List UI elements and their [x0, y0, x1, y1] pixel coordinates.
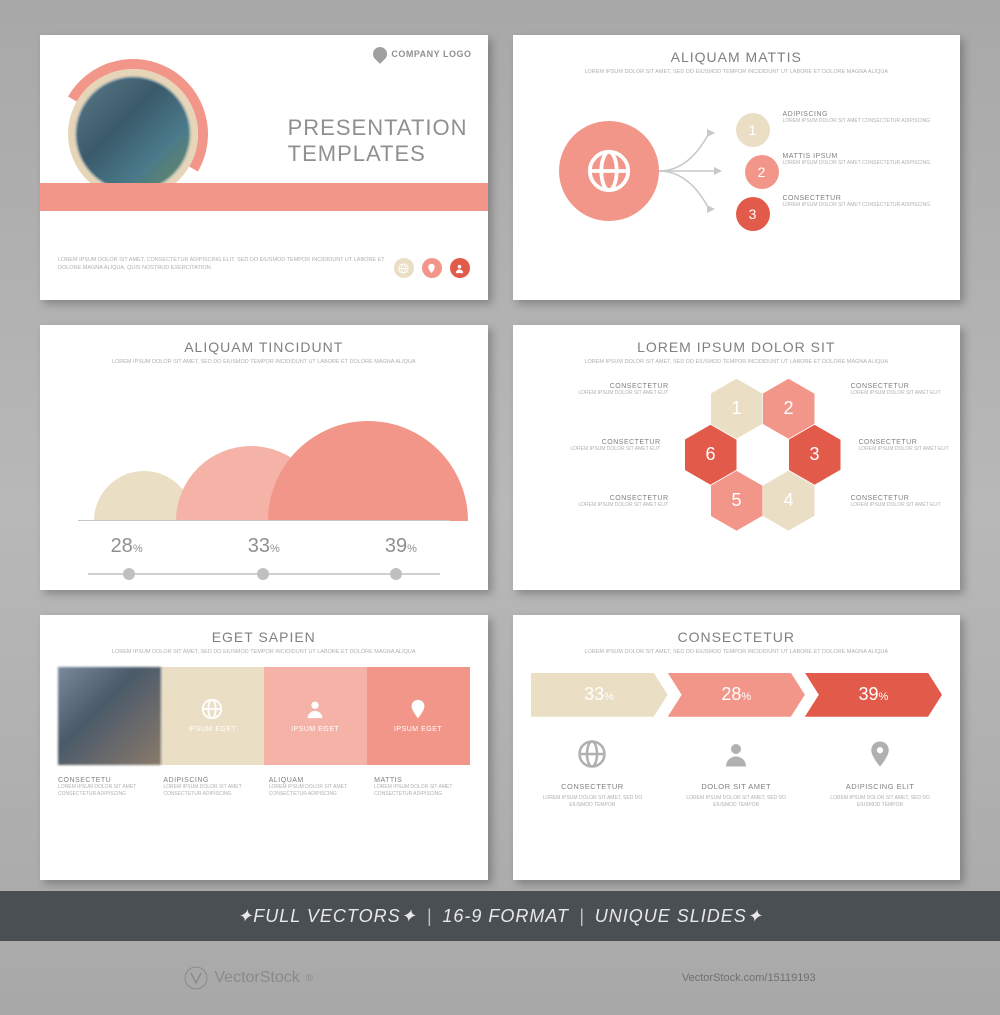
col-3: ALIQUAMLOREM IPSUM DOLOR SIT AMET CONSEC…	[269, 777, 364, 798]
slide-title-text: ALIQUAM MATTIS	[531, 49, 943, 65]
step-1-circle: 1	[736, 113, 770, 147]
footer-a: FULL VECTORS	[253, 906, 400, 927]
globe-icon	[394, 258, 414, 278]
step-2-text: MATTIS IPSUM LOREM IPSUM DOLOR SIT AMET …	[783, 153, 933, 167]
slide-title-text: EGET SAPIEN	[58, 629, 470, 645]
footer-c: UNIQUE SLIDES	[595, 906, 747, 927]
slide-tincidunt: ALIQUAM TINCIDUNT LOREM IPSUM DOLOR SIT …	[40, 325, 488, 590]
arrow-2: 28%	[668, 673, 805, 717]
presentation-title: PRESENTATION TEMPLATES	[288, 115, 468, 167]
hex-label-2: CONSECTETURLOREM IPSUM DOLOR SIT AMET EL…	[851, 383, 961, 397]
pct-3: 39%	[385, 535, 417, 558]
hex-label-5: CONSECTETURLOREM IPSUM DOLOR SIT AMET EL…	[559, 495, 669, 509]
timeline	[88, 566, 440, 586]
slide-hexagon: LOREM IPSUM DOLOR SIT LOREM IPSUM DOLOR …	[513, 325, 961, 590]
slide-title-text: CONSECTETUR	[531, 629, 943, 645]
step-3-text: CONSECTETUR LOREM IPSUM DOLOR SIT AMET C…	[783, 195, 933, 209]
hex-label-4: CONSECTETURLOREM IPSUM DOLOR SIT AMET EL…	[851, 495, 961, 509]
globe-hub	[559, 121, 659, 221]
slide-title-text: ALIQUAM TINCIDUNT	[58, 339, 470, 355]
slide-mattis: ALIQUAM MATTIS LOREM IPSUM DOLOR SIT AME…	[513, 35, 961, 300]
semi-3	[268, 421, 468, 521]
user-icon	[450, 258, 470, 278]
hex-label-1: CONSECTETURLOREM IPSUM DOLOR SIT AMET EL…	[559, 383, 669, 397]
footer-band: ✦FULL VECTORS✦ | 16-9 FORMAT | UNIQUE SL…	[0, 891, 1000, 941]
title-line-1: PRESENTATION	[288, 115, 468, 141]
percentages: 28% 33% 39%	[58, 535, 470, 558]
step-3-circle: 3	[736, 197, 770, 231]
image-band: IPSUM EGET IPSUM EGET IPSUM EGET	[58, 667, 470, 765]
band-user: IPSUM EGET	[264, 667, 367, 765]
icon-columns: CONSECTETURLOREM IPSUM DOLOR SIT AMET, S…	[531, 739, 943, 809]
footer-b: 16-9 FORMAT	[442, 906, 569, 927]
col-2: ADIPISCINGLOREM IPSUM DOLOR SIT AMET CON…	[163, 777, 258, 798]
hexagon-ring: 1 2 3 4 5 6 CONSECTETURLOREM IPSUM DOLOR…	[531, 373, 943, 563]
col-pin: ADIPISCING ELITLOREM IPSUM DOLOR SIT AME…	[818, 739, 942, 809]
col-user: DOLOR SIT AMETLOREM IPSUM DOLOR SIT AMET…	[674, 739, 798, 809]
intro-lorem: LOREM IPSUM DOLOR SIT AMET, CONSECTETUR …	[58, 256, 408, 273]
slide-consectetur: CONSECTETUR LOREM IPSUM DOLOR SIT AMET, …	[513, 615, 961, 880]
columns: CONSECTETULOREM IPSUM DOLOR SIT AMET CON…	[58, 777, 470, 798]
vectorstock-logo: VectorStock®	[184, 966, 313, 990]
intro-icons	[394, 258, 470, 278]
semicircle-chart	[58, 381, 470, 521]
watermark-row: VectorStock® VectorStock.com/15119193	[0, 941, 1000, 1015]
col-globe: CONSECTETURLOREM IPSUM DOLOR SIT AMET, S…	[531, 739, 655, 809]
slide-title: COMPANY LOGO PRESENTATION TEMPLATES LORE…	[40, 35, 488, 300]
band-photo	[58, 667, 161, 765]
arrow-1: 33%	[531, 673, 668, 717]
hex-label-6: CONSECTETURLOREM IPSUM DOLOR SIT AMET EL…	[551, 439, 661, 453]
slide-sapien: EGET SAPIEN LOREM IPSUM DOLOR SIT AMET, …	[40, 615, 488, 880]
hero-photo	[76, 77, 190, 191]
logo-icon	[370, 44, 390, 64]
slide-subtitle: LOREM IPSUM DOLOR SIT AMET, SED DO EIUSM…	[58, 359, 470, 367]
step-2-circle: 2	[745, 155, 779, 189]
slide-title-text: LOREM IPSUM DOLOR SIT	[531, 339, 943, 355]
col-4: MATTISLOREM IPSUM DOLOR SIT AMET CONSECT…	[374, 777, 469, 798]
tree-diagram: 1 2 3 ADIPISCING LOREM IPSUM DOLOR SIT A…	[531, 87, 943, 277]
accent-band	[40, 183, 488, 211]
slide-subtitle: LOREM IPSUM DOLOR SIT AMET, SED DO EIUSM…	[531, 649, 943, 657]
slide-subtitle: LOREM IPSUM DOLOR SIT AMET, SED DO EIUSM…	[58, 649, 470, 657]
title-line-2: TEMPLATES	[288, 141, 468, 167]
arrow-chart: 33% 28% 39%	[531, 673, 943, 717]
band-pin: IPSUM EGET	[367, 667, 470, 765]
company-logo: COMPANY LOGO	[373, 47, 471, 61]
band-globe: IPSUM EGET	[161, 667, 264, 765]
slide-subtitle: LOREM IPSUM DOLOR SIT AMET, SED DO EIUSM…	[531, 69, 943, 77]
pin-icon	[422, 258, 442, 278]
slide-subtitle: LOREM IPSUM DOLOR SIT AMET, SED DO EIUSM…	[531, 359, 943, 367]
col-1: CONSECTETULOREM IPSUM DOLOR SIT AMET CON…	[58, 777, 153, 798]
vectorstock-id: VectorStock.com/15119193	[682, 972, 816, 984]
arrow-3: 39%	[805, 673, 942, 717]
step-1-text: ADIPISCING LOREM IPSUM DOLOR SIT AMET CO…	[783, 111, 933, 125]
hex-label-3: CONSECTETURLOREM IPSUM DOLOR SIT AMET EL…	[859, 439, 961, 453]
pct-1: 28%	[111, 535, 143, 558]
logo-text: COMPANY LOGO	[391, 49, 471, 59]
connector-lines	[659, 121, 739, 221]
pct-2: 33%	[248, 535, 280, 558]
